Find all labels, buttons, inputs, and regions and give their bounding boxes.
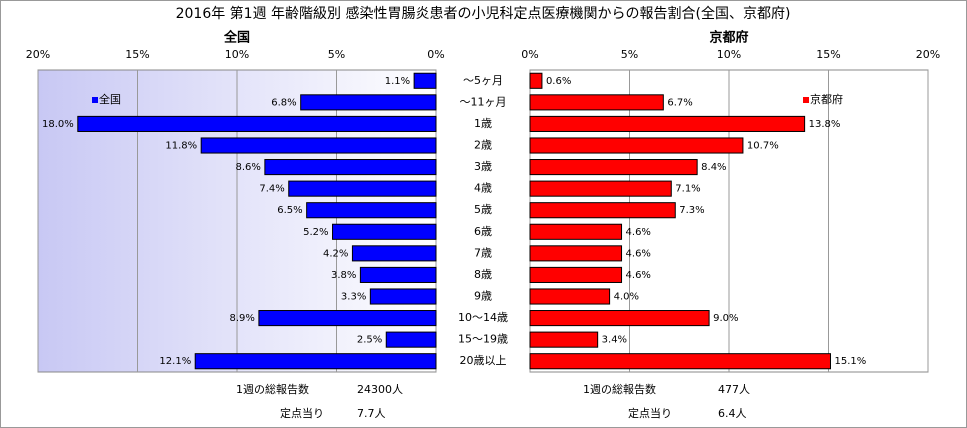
annotation: 24300人 (357, 383, 403, 396)
data-label: 3.3% (341, 292, 366, 303)
data-label: 6.8% (271, 97, 296, 108)
bar (306, 202, 437, 219)
data-label: 3.4% (602, 335, 627, 346)
category-label: 7歳 (474, 246, 492, 259)
bar (359, 266, 437, 283)
data-label: 6.5% (277, 205, 302, 216)
bar (529, 72, 543, 89)
data-label: 10.7% (747, 141, 779, 152)
category-label: 1歳 (474, 117, 492, 130)
x-tick-label: 15% (125, 48, 149, 61)
bar (529, 353, 831, 370)
chart-title: 全国 (223, 30, 250, 46)
bar (194, 353, 437, 370)
category-label: 2歳 (474, 139, 492, 152)
bar (529, 288, 611, 305)
data-label: 7.4% (259, 184, 284, 195)
category-label: 8歳 (474, 268, 492, 281)
category-label: 20歳以上 (460, 354, 507, 367)
x-tick-label: 10% (225, 48, 249, 61)
legend-label: 京都府 (810, 92, 843, 106)
annotation: 1週の総報告数 (236, 382, 309, 396)
data-label: 15.1% (834, 356, 866, 367)
annotation: 7.7人 (357, 407, 386, 420)
annotation: 定点当り (280, 406, 324, 420)
bar (529, 115, 806, 132)
bar (529, 223, 623, 240)
bar (258, 310, 437, 327)
data-label: 8.4% (701, 162, 726, 173)
bar (529, 310, 710, 327)
data-label: 4.6% (626, 270, 651, 281)
annotation: 1週の総報告数 (583, 382, 656, 396)
x-tick-label: 0% (521, 48, 538, 61)
bar (369, 288, 437, 305)
annotation: 定点当り (628, 406, 672, 420)
data-label: 1.1% (385, 76, 410, 87)
bar (529, 331, 599, 348)
legend-swatch (803, 97, 809, 103)
category-label: 3歳 (474, 160, 492, 173)
category-label: ～11ヶ月 (460, 95, 507, 108)
category-label: ～5ヶ月 (463, 74, 503, 87)
x-tick-label: 10% (717, 48, 741, 61)
bar (529, 266, 623, 283)
data-label: 11.8% (165, 141, 197, 152)
data-label: 0.6% (546, 76, 571, 87)
category-label: 9歳 (474, 290, 492, 303)
bar (351, 245, 437, 262)
data-label: 2.5% (357, 335, 382, 346)
bar (264, 159, 437, 176)
data-label: 9.0% (713, 313, 738, 324)
legend-label: 全国 (99, 92, 121, 106)
bar (288, 180, 437, 197)
bar (385, 331, 437, 348)
bar (529, 180, 672, 197)
bar (413, 72, 437, 89)
bar (529, 202, 676, 219)
bar (332, 223, 437, 240)
bar (529, 245, 623, 262)
bar (529, 159, 698, 176)
annotation: 477人 (718, 383, 750, 396)
data-label: 13.8% (809, 119, 841, 130)
data-label: 4.6% (626, 248, 651, 259)
data-label: 4.2% (323, 248, 348, 259)
bar (200, 137, 437, 154)
category-label: 15～19歳 (458, 333, 508, 346)
x-tick-label: 0% (427, 48, 444, 61)
x-tick-label: 5% (328, 48, 345, 61)
category-label: 4歳 (474, 182, 492, 195)
chart-title: 京都府 (709, 30, 748, 46)
legend-swatch (92, 97, 98, 103)
data-label: 8.9% (229, 313, 254, 324)
bar (300, 94, 437, 111)
data-label: 12.1% (159, 356, 191, 367)
data-label: 7.3% (679, 205, 704, 216)
bar (529, 137, 744, 154)
x-tick-label: 5% (621, 48, 638, 61)
data-label: 7.1% (675, 184, 700, 195)
page-title: 2016年 第1週 年齢階級別 感染性胃腸炎患者の小児科定点医療機関からの報告割… (176, 5, 791, 22)
data-label: 8.6% (235, 162, 260, 173)
x-tick-label: 15% (816, 48, 840, 61)
data-label: 4.6% (626, 227, 651, 238)
annotation: 6.4人 (718, 407, 747, 420)
category-label: 6歳 (474, 225, 492, 238)
category-label: 10～14歳 (458, 311, 508, 324)
data-label: 5.2% (303, 227, 328, 238)
bar (77, 115, 437, 132)
data-label: 4.0% (614, 292, 639, 303)
category-label: 5歳 (474, 203, 492, 216)
x-tick-label: 20% (916, 48, 940, 61)
bar (529, 94, 664, 111)
data-label: 18.0% (42, 119, 74, 130)
data-label: 3.8% (331, 270, 356, 281)
data-label: 6.7% (667, 97, 692, 108)
x-tick-label: 20% (26, 48, 50, 61)
